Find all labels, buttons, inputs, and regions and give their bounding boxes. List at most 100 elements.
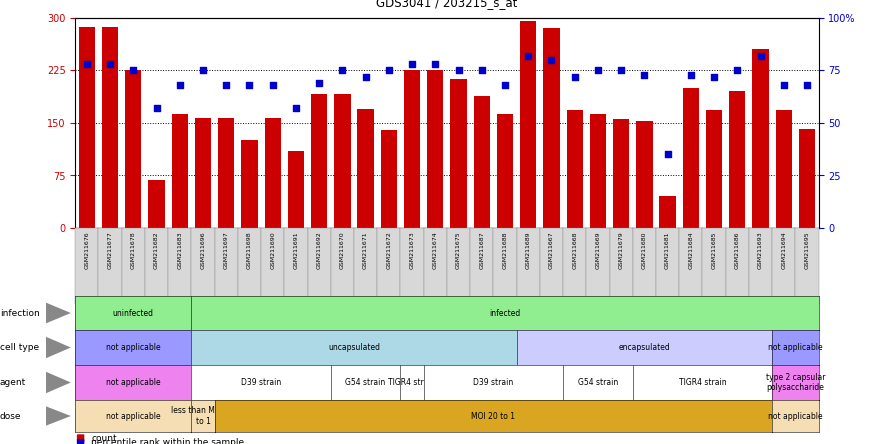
Bar bbox=[496, 114, 513, 228]
Bar bbox=[358, 109, 373, 228]
Bar bbox=[450, 79, 466, 228]
Polygon shape bbox=[46, 406, 71, 426]
Text: GSM211698: GSM211698 bbox=[247, 231, 252, 269]
Text: GSM211669: GSM211669 bbox=[596, 231, 600, 269]
Text: GSM211671: GSM211671 bbox=[363, 231, 368, 269]
Text: GSM211667: GSM211667 bbox=[549, 231, 554, 269]
Text: dose: dose bbox=[0, 412, 21, 420]
Bar bbox=[404, 71, 420, 228]
Point bbox=[381, 67, 396, 74]
Point bbox=[660, 151, 674, 158]
Point bbox=[544, 56, 558, 63]
Bar bbox=[682, 88, 699, 228]
Text: GSM211692: GSM211692 bbox=[317, 231, 321, 269]
Bar bbox=[706, 111, 722, 228]
Point bbox=[358, 73, 373, 80]
Text: GSM211688: GSM211688 bbox=[503, 231, 507, 269]
Text: encapsulated: encapsulated bbox=[619, 343, 670, 352]
Point bbox=[591, 67, 605, 74]
Text: ■: ■ bbox=[75, 438, 84, 444]
Bar bbox=[427, 71, 443, 228]
Point bbox=[103, 61, 117, 68]
Point bbox=[242, 82, 257, 89]
Bar bbox=[752, 49, 769, 228]
Text: GSM211675: GSM211675 bbox=[456, 231, 461, 269]
Bar bbox=[799, 129, 815, 228]
Bar bbox=[636, 121, 652, 228]
Point bbox=[127, 67, 141, 74]
Text: GSM211684: GSM211684 bbox=[689, 231, 693, 269]
Bar bbox=[125, 71, 142, 228]
Text: GSM211672: GSM211672 bbox=[387, 231, 391, 269]
Point bbox=[150, 105, 164, 112]
Bar bbox=[381, 130, 397, 228]
Bar bbox=[659, 197, 676, 228]
Text: GSM211676: GSM211676 bbox=[84, 231, 89, 269]
Text: GSM211686: GSM211686 bbox=[735, 231, 740, 269]
Bar bbox=[149, 180, 165, 228]
Text: GSM211695: GSM211695 bbox=[804, 231, 810, 269]
Bar bbox=[265, 118, 281, 228]
Bar bbox=[543, 28, 559, 228]
Text: uninfected: uninfected bbox=[112, 309, 154, 317]
Text: agent: agent bbox=[0, 378, 27, 387]
Point bbox=[730, 67, 744, 74]
Point bbox=[707, 73, 721, 80]
Text: infection: infection bbox=[0, 309, 40, 317]
Point bbox=[312, 79, 327, 87]
Text: GSM211677: GSM211677 bbox=[108, 231, 112, 269]
Point bbox=[451, 67, 466, 74]
Text: uncapsulated: uncapsulated bbox=[328, 343, 380, 352]
Text: GSM211670: GSM211670 bbox=[340, 231, 345, 269]
Bar bbox=[79, 27, 95, 228]
Point bbox=[753, 52, 767, 59]
Polygon shape bbox=[46, 372, 71, 393]
Bar bbox=[335, 94, 350, 228]
Text: not applicable: not applicable bbox=[768, 343, 823, 352]
Point bbox=[567, 73, 581, 80]
Point bbox=[219, 82, 234, 89]
Text: percentile rank within the sample: percentile rank within the sample bbox=[91, 438, 244, 444]
Point bbox=[614, 67, 628, 74]
Text: TIGR4 strain: TIGR4 strain bbox=[679, 378, 727, 387]
Point bbox=[521, 52, 535, 59]
Text: type 2 capsular
polysaccharide: type 2 capsular polysaccharide bbox=[766, 373, 825, 392]
Point bbox=[80, 61, 94, 68]
Point bbox=[266, 82, 280, 89]
Text: D39 strain: D39 strain bbox=[473, 378, 513, 387]
Bar bbox=[102, 27, 119, 228]
Bar bbox=[242, 140, 258, 228]
Bar bbox=[311, 94, 327, 228]
Text: not applicable: not applicable bbox=[768, 412, 823, 420]
Bar bbox=[172, 114, 188, 228]
Text: GSM211680: GSM211680 bbox=[642, 231, 647, 269]
Text: GSM211693: GSM211693 bbox=[758, 231, 763, 269]
Text: D39 strain: D39 strain bbox=[241, 378, 281, 387]
Text: GSM211694: GSM211694 bbox=[781, 231, 786, 269]
Bar bbox=[729, 91, 745, 228]
Bar bbox=[218, 118, 235, 228]
Text: MOI 20 to 1: MOI 20 to 1 bbox=[472, 412, 515, 420]
Text: GSM211696: GSM211696 bbox=[201, 231, 205, 269]
Point bbox=[405, 61, 419, 68]
Text: GSM211674: GSM211674 bbox=[433, 231, 438, 269]
Bar bbox=[566, 111, 583, 228]
Text: GSM211691: GSM211691 bbox=[294, 231, 298, 269]
Point bbox=[196, 67, 210, 74]
Text: GSM211668: GSM211668 bbox=[573, 231, 577, 269]
Point bbox=[289, 105, 303, 112]
Polygon shape bbox=[46, 303, 71, 323]
Bar bbox=[775, 111, 792, 228]
Bar bbox=[473, 96, 490, 228]
Point bbox=[428, 61, 442, 68]
Polygon shape bbox=[46, 337, 71, 358]
Text: GSM211687: GSM211687 bbox=[480, 231, 484, 269]
Text: infected: infected bbox=[489, 309, 520, 317]
Bar bbox=[520, 21, 536, 228]
Text: GSM211690: GSM211690 bbox=[270, 231, 275, 269]
Point bbox=[335, 67, 350, 74]
Text: GSM211682: GSM211682 bbox=[154, 231, 159, 269]
Text: ■: ■ bbox=[75, 433, 84, 443]
Point bbox=[637, 71, 651, 78]
Bar bbox=[288, 151, 304, 228]
